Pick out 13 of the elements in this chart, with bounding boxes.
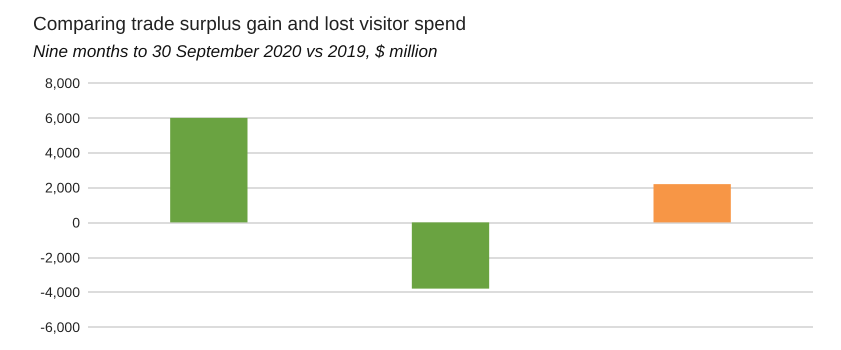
y-tick-label: 2,000 xyxy=(44,180,80,196)
bar xyxy=(170,118,248,222)
bar xyxy=(654,184,731,222)
chart-subtitle: Nine months to 30 September 2020 vs 2019, $ million xyxy=(33,42,438,61)
y-tick-label: 8,000 xyxy=(44,75,80,91)
y-tick-label: -4,000 xyxy=(40,284,80,300)
y-tick-label: -6,000 xyxy=(40,319,80,335)
y-tick-label: 0 xyxy=(72,214,80,230)
y-tick-label: 4,000 xyxy=(44,144,80,161)
chart-title: Comparing trade surplus gain and lost visitor spend xyxy=(33,14,466,35)
y-tick-label: 6,000 xyxy=(44,110,80,126)
y-tick-label: -2,000 xyxy=(40,249,80,266)
bar xyxy=(412,222,490,289)
